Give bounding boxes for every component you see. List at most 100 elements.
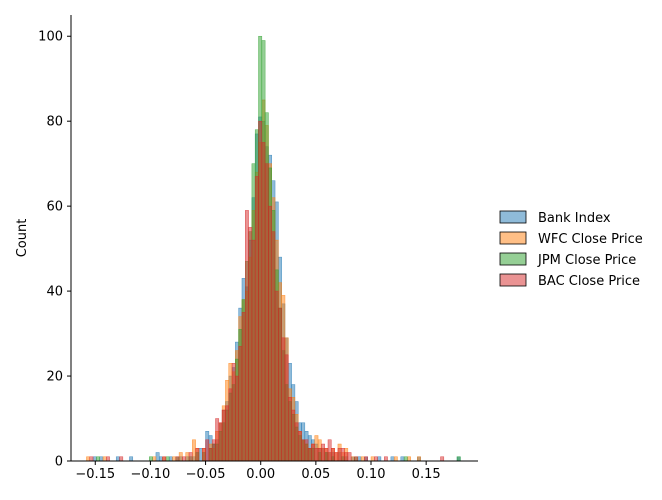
bar-3-0 xyxy=(89,456,94,462)
bar-2-2 xyxy=(165,456,170,462)
bar-3-1 xyxy=(106,456,110,462)
bar-1-5 xyxy=(178,452,183,462)
bar-3-26 xyxy=(261,142,266,462)
ticks-layer: −0.15 −0.10 −0.05 0.00 0.05 0.10 0.15 0 20 40 60 80… xyxy=(38,30,440,482)
bar-1-7 xyxy=(192,439,196,462)
bar-3-17 xyxy=(231,363,236,462)
bar-0-10 xyxy=(198,448,203,462)
bar-0-1 xyxy=(99,456,104,462)
bar-3-24 xyxy=(254,176,259,462)
bar-3-19 xyxy=(238,346,243,462)
legend-label-1: WFC Close Price xyxy=(538,232,643,247)
legend-swatch-2 xyxy=(499,252,527,266)
legend-swatch-1 xyxy=(499,231,527,245)
bar-3-21 xyxy=(245,210,249,462)
bar-1-54 xyxy=(370,456,375,462)
bar-3-57 xyxy=(440,456,445,462)
bar-3-52 xyxy=(347,452,352,462)
bar-3-13 xyxy=(218,422,223,462)
bar-3-5 xyxy=(182,456,186,462)
bar-1-0 xyxy=(86,456,91,462)
bar-1-4 xyxy=(172,456,177,462)
bar-3-34 xyxy=(288,397,292,462)
bar-0-5 xyxy=(158,456,163,462)
bar-3-18 xyxy=(235,375,239,462)
x-tick-label-5: 0.10 xyxy=(357,467,386,482)
x-tick-label-6: 0.15 xyxy=(412,467,441,482)
bar-1-2 xyxy=(152,456,157,462)
bar-3-36 xyxy=(294,422,299,462)
bar-0-0 xyxy=(92,456,97,462)
bar-3-27 xyxy=(264,163,269,462)
bar-0-4 xyxy=(155,452,160,462)
bar-2-0 xyxy=(96,456,100,462)
bar-3-41 xyxy=(311,443,316,462)
bar-3-55 xyxy=(374,456,378,462)
bar-3-30 xyxy=(274,290,279,462)
bar-2-1 xyxy=(149,456,153,462)
bar-3-33 xyxy=(284,354,289,462)
bar-3-44 xyxy=(321,443,325,462)
x-tick-label-1: −0.10 xyxy=(130,467,170,482)
bar-3-7 xyxy=(195,448,200,462)
bar-3-35 xyxy=(291,409,296,462)
bar-3-2 xyxy=(119,456,124,462)
bar-3-3 xyxy=(162,456,167,462)
y-axis-label: Count xyxy=(15,219,30,258)
legend: Bank Index WFC Close Price JPM Close Price… xyxy=(499,210,643,289)
bar-3-20 xyxy=(241,312,246,462)
bar-0-55 xyxy=(377,456,382,462)
x-tick-label-3: 0.00 xyxy=(246,467,275,482)
bar-3-9 xyxy=(205,439,210,462)
legend-swatch-0 xyxy=(499,210,527,224)
bar-2-44 xyxy=(403,456,408,462)
bar-3-15 xyxy=(225,405,229,462)
bar-3-23 xyxy=(251,239,256,462)
legend-swatch-3 xyxy=(499,273,527,287)
bar-0-57 xyxy=(400,456,405,462)
x-tick-label-0: −0.15 xyxy=(75,467,115,482)
bar-3-10 xyxy=(208,448,213,462)
bar-3-29 xyxy=(271,231,276,462)
x-tick-label-2: −0.05 xyxy=(186,467,226,482)
bar-1-6 xyxy=(185,452,190,462)
bar-3-28 xyxy=(268,205,272,462)
legend-label-2: JPM Close Price xyxy=(537,253,636,268)
bar-0-56 xyxy=(390,456,395,462)
y-tick-label-4: 80 xyxy=(46,115,63,130)
bar-3-47 xyxy=(331,448,335,462)
bar-3-42 xyxy=(314,448,319,462)
legend-label-3: BAC Close Price xyxy=(538,274,640,289)
bar-2-45 xyxy=(456,456,461,462)
bar-1-52 xyxy=(350,456,355,462)
y-tick-label-5: 100 xyxy=(38,30,63,45)
bar-3-39 xyxy=(304,439,309,462)
x-tick-label-4: 0.05 xyxy=(301,467,330,482)
bar-0-2 xyxy=(115,456,120,462)
bar-3-25 xyxy=(258,120,263,462)
bar-1-53 xyxy=(360,456,365,462)
bar-3-31 xyxy=(278,307,282,462)
bar-3-53 xyxy=(354,456,359,462)
legend-label-0: Bank Index xyxy=(538,211,611,226)
bar-3-54 xyxy=(364,456,368,462)
bar-1-1 xyxy=(102,456,107,462)
bar-3-16 xyxy=(228,388,233,462)
bar-3-22 xyxy=(248,227,253,462)
bar-3-6 xyxy=(188,452,193,462)
bar-3-48 xyxy=(334,452,339,462)
bar-3-38 xyxy=(301,439,306,462)
bar-3-50 xyxy=(340,448,345,462)
bar-3-8 xyxy=(202,448,206,462)
bar-3-32 xyxy=(281,337,286,462)
bar-3-43 xyxy=(317,448,322,462)
bar-3-46 xyxy=(327,439,332,462)
bar-3-11 xyxy=(211,439,216,462)
bar-0-3 xyxy=(129,456,134,462)
bar-3-37 xyxy=(297,431,302,462)
bar-3-56 xyxy=(384,456,388,462)
y-tick-label-2: 40 xyxy=(46,285,63,300)
bar-3-4 xyxy=(175,456,180,462)
bar-3-45 xyxy=(324,448,329,462)
